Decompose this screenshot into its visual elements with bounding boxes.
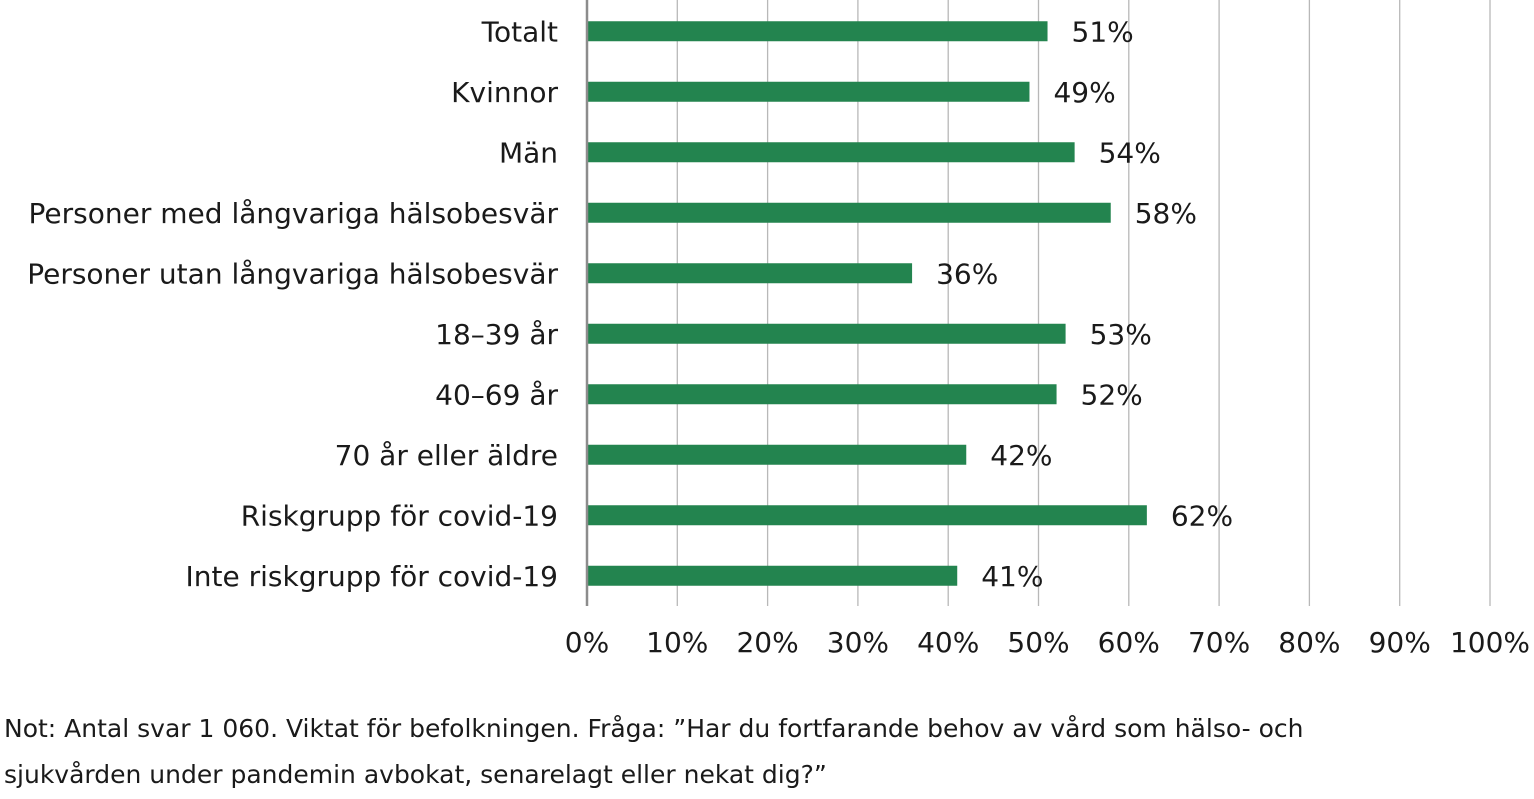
bar-2 [587, 81, 1030, 102]
x-tick-label-10: 10% [646, 626, 708, 659]
category-label-7: 40–69 år [435, 378, 558, 411]
x-tick-label-0: 0% [565, 626, 609, 659]
x-tick-label-30: 30% [827, 626, 889, 659]
x-tick-label-50: 50% [1007, 626, 1069, 659]
bar-8 [587, 444, 967, 465]
bars [587, 21, 1147, 586]
category-label-10: Inte riskgrupp för covid-19 [186, 560, 558, 593]
value-label-4: 58% [1135, 197, 1197, 230]
category-label-6: 18–39 år [435, 318, 558, 351]
x-tick-label-60: 60% [1098, 626, 1160, 659]
value-label-7: 52% [1081, 378, 1143, 411]
bar-1 [587, 21, 1048, 42]
value-label-9: 62% [1171, 499, 1233, 532]
bar-5 [587, 263, 913, 284]
x-tick-label-20: 20% [736, 626, 798, 659]
category-label-3: Män [499, 136, 558, 169]
value-label-10: 41% [981, 560, 1043, 593]
chart-note: Not: Antal svar 1 060. Viktat för befolk… [4, 706, 1504, 798]
category-label-2: Kvinnor [451, 76, 558, 109]
x-tick-label-100: 100% [1450, 626, 1530, 659]
bar-9 [587, 505, 1147, 526]
category-label-1: Totalt [481, 15, 558, 48]
bar-6 [587, 323, 1066, 344]
value-label-3: 54% [1099, 136, 1161, 169]
x-tick-label-40: 40% [917, 626, 979, 659]
value-label-5: 36% [936, 257, 998, 290]
x-tick-label-90: 90% [1369, 626, 1431, 659]
x-tick-label-80: 80% [1278, 626, 1340, 659]
category-label-5: Personer utan långvariga hälsobesvär [27, 257, 558, 290]
category-label-8: 70 år eller äldre [335, 439, 558, 472]
category-label-9: Riskgrupp för covid-19 [241, 499, 558, 532]
bar-7 [587, 384, 1057, 405]
bar-4 [587, 202, 1111, 223]
category-label-4: Personer med långvariga hälsobesvär [29, 197, 559, 230]
value-label-6: 53% [1090, 318, 1152, 351]
bar-10 [587, 565, 958, 586]
bar-3 [587, 142, 1075, 163]
note-line-2: sjukvården under pandemin avbokat, senar… [4, 760, 827, 789]
value-label-1: 51% [1072, 15, 1134, 48]
labels: Totalt 51% Kvinnor 49% Män 54% Personer med lå… [27, 15, 1530, 659]
value-label-2: 49% [1053, 76, 1115, 109]
note-line-1: Not: Antal svar 1 060. Viktat för befolk… [4, 714, 1304, 743]
value-label-8: 42% [990, 439, 1052, 472]
x-tick-label-70: 70% [1188, 626, 1250, 659]
